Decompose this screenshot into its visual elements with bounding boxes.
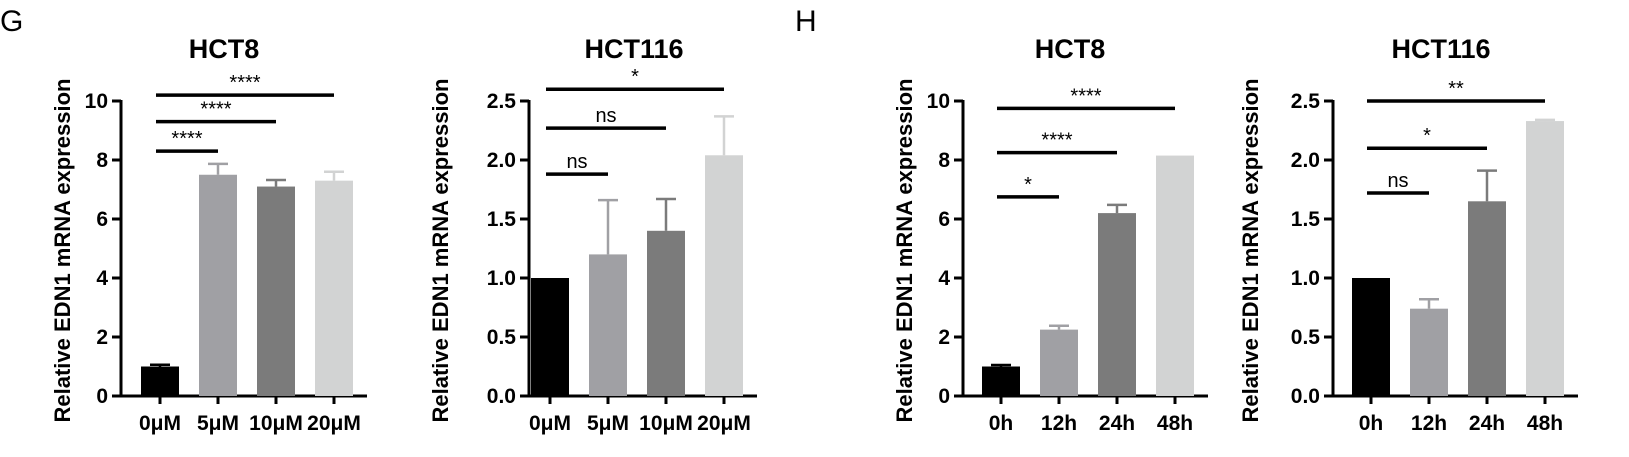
panel-letter-h: H: [795, 5, 817, 38]
x-tick-label: 0h: [1359, 412, 1384, 435]
chart-4: HCT116 Relative EDN1 mRNA expression 0.0 0.…: [1238, 34, 1578, 435]
y-tick-label: 6: [938, 208, 950, 231]
y-tick-label: 4: [96, 267, 108, 290]
x-tick-label: 24h: [1099, 412, 1135, 435]
x-tick-label: 48h: [1157, 412, 1193, 435]
y-tick-label: 4: [938, 267, 950, 290]
y-tick-label: 6: [96, 208, 108, 231]
chart-title: HCT8: [1035, 34, 1106, 64]
bar-5μM: [589, 254, 627, 396]
x-tick-label: 5μM: [587, 412, 629, 435]
bar-0μM: [141, 366, 179, 396]
y-tick-label: 8: [938, 149, 950, 172]
y-axis-label: Relative EDN1 mRNA expression: [1238, 79, 1263, 423]
y-tick-label: 0.5: [1291, 326, 1321, 349]
bar-12h: [1410, 308, 1448, 396]
y-tick-label: 1.0: [1291, 267, 1320, 290]
x-tick-label: 10μM: [249, 412, 303, 435]
bar-24h: [1468, 201, 1506, 396]
y-tick-label: 2: [938, 326, 950, 349]
bar-10μM: [257, 186, 295, 396]
y-tick-label: 10: [85, 90, 108, 113]
x-tick-label: 48h: [1527, 412, 1563, 435]
chart-title: HCT116: [1391, 34, 1490, 64]
chart-title: HCT116: [584, 34, 683, 64]
bar-5μM: [199, 174, 237, 396]
bar-0h: [982, 366, 1020, 396]
significance-label: **: [1448, 78, 1464, 100]
x-tick-label: 5μM: [197, 412, 239, 435]
y-tick-label: 1.0: [487, 267, 516, 290]
y-tick-label: 2.5: [487, 90, 517, 113]
y-axis-label: Relative EDN1 mRNA expression: [50, 79, 75, 423]
y-tick-label: 0.0: [487, 385, 516, 408]
y-tick-label: 1.5: [1291, 208, 1321, 231]
x-tick-label: 12h: [1041, 412, 1077, 435]
significance-label: ****: [200, 99, 231, 121]
y-axis-label: Relative EDN1 mRNA expression: [428, 79, 453, 423]
significance-label: ns: [595, 105, 616, 127]
bar-10μM: [647, 230, 685, 396]
y-tick-label: 10: [927, 90, 950, 113]
x-tick-label: 20μM: [307, 412, 361, 435]
y-tick-label: 8: [96, 149, 108, 172]
x-tick-label: 0μM: [529, 412, 571, 435]
y-tick-label: 2.5: [1291, 90, 1321, 113]
x-tick-label: 10μM: [639, 412, 693, 435]
y-tick-label: 0.5: [487, 326, 517, 349]
significance-label: *: [631, 66, 639, 88]
bar-0μM: [531, 278, 569, 396]
y-tick-label: 2.0: [1291, 149, 1320, 172]
x-tick-label: 20μM: [697, 412, 751, 435]
bar-20μM: [315, 180, 353, 396]
x-tick-label: 0h: [989, 412, 1014, 435]
bar-20μM: [705, 155, 743, 396]
chart-title: HCT8: [189, 34, 260, 64]
y-tick-label: 0: [938, 385, 950, 408]
x-tick-label: 12h: [1411, 412, 1447, 435]
significance-label: ns: [1387, 170, 1408, 192]
significance-label: ns: [566, 151, 587, 173]
significance-label: *: [1423, 125, 1431, 147]
significance-label: ****: [229, 72, 260, 94]
significance-label: ****: [171, 128, 202, 150]
bar-48h: [1526, 121, 1564, 396]
y-tick-label: 0: [96, 385, 108, 408]
panel-letter-g: G: [0, 5, 23, 38]
chart-3: HCT8 Relative EDN1 mRNA expression 0 2 4 6 8 10…: [892, 34, 1208, 435]
charts-container: HCT8 Relative EDN1 mRNA expression 0 2 4 6 8 10…: [50, 34, 1578, 435]
y-tick-label: 2: [96, 326, 108, 349]
significance-label: ****: [1041, 130, 1072, 152]
bar-0h: [1352, 278, 1390, 396]
bar-48h: [1156, 155, 1194, 396]
bar-24h: [1098, 213, 1136, 396]
y-tick-label: 0.0: [1291, 385, 1320, 408]
x-tick-label: 0μM: [139, 412, 181, 435]
chart-1: HCT8 Relative EDN1 mRNA expression 0 2 4 6 8 10…: [50, 34, 367, 435]
significance-label: ****: [1070, 85, 1101, 107]
x-tick-label: 24h: [1469, 412, 1505, 435]
chart-2: HCT116 Relative EDN1 mRNA expression 0.0 0.…: [428, 34, 757, 435]
bar-12h: [1040, 329, 1078, 396]
y-tick-label: 1.5: [487, 208, 517, 231]
significance-label: *: [1024, 174, 1032, 196]
y-axis-label: Relative EDN1 mRNA expression: [892, 79, 917, 423]
y-tick-label: 2.0: [487, 149, 516, 172]
